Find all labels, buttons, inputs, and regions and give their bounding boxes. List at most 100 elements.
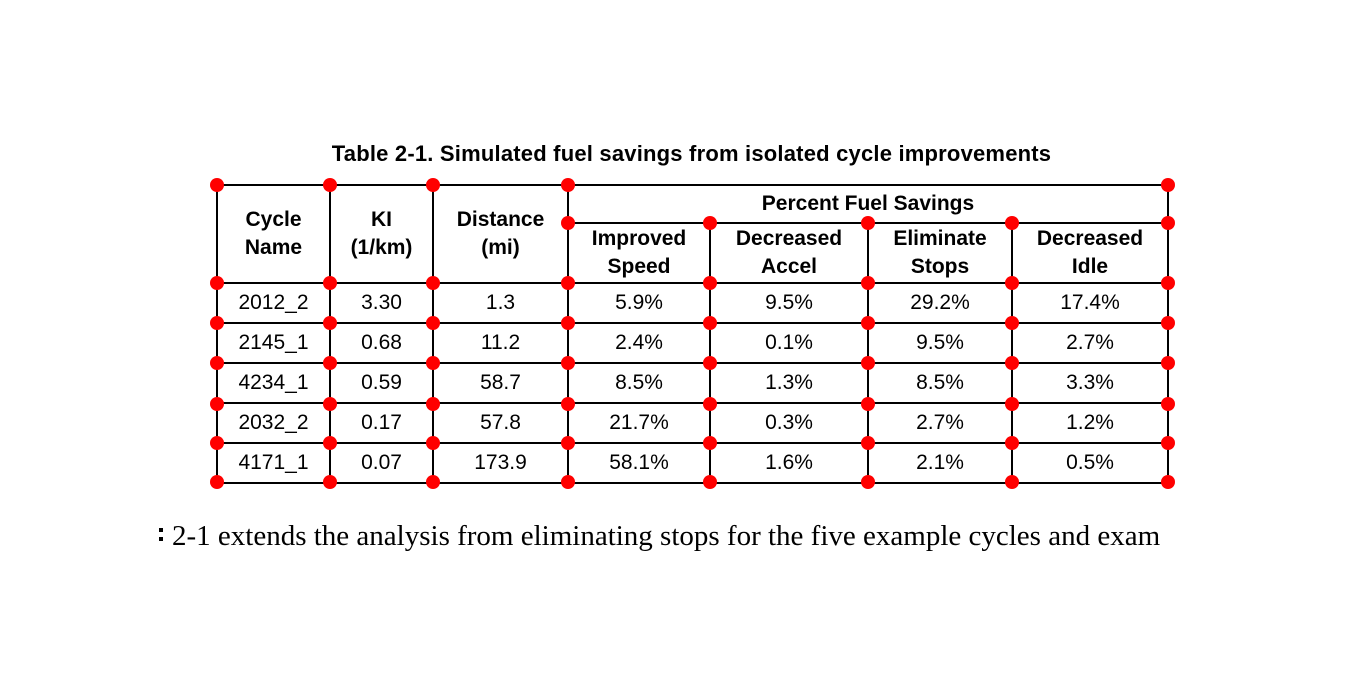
grid-marker-dot: [426, 475, 440, 489]
cell-cycle-name: 2032_2: [216, 402, 331, 444]
table-row: 2012_2 3.30 1.3 5.9% 9.5% 29.2% 17.4%: [216, 282, 1169, 324]
table-caption: Table 2-1. Simulated fuel savings from i…: [331, 141, 1052, 166]
grid-marker-dot: [323, 397, 337, 411]
grid-marker-dot: [561, 397, 575, 411]
table-row: 2145_1 0.68 11.2 2.4% 0.1% 9.5% 2.7%: [216, 322, 1169, 364]
grid-marker-dot: [861, 436, 875, 450]
column-header-cycle-name: Cycle Name: [216, 184, 331, 284]
grid-marker-dot: [1005, 475, 1019, 489]
grid-marker-dot: [561, 436, 575, 450]
grid-marker-dot: [426, 276, 440, 290]
body-text-fragment: 2-1 extends the analysis from eliminatin…: [172, 520, 1161, 552]
cell-distance: 58.7: [432, 362, 569, 404]
cell-decreased-idle: 17.4%: [1011, 282, 1169, 324]
clipped-character-fragment: [159, 528, 163, 532]
cell-ki: 0.59: [329, 362, 434, 404]
grid-marker-dot: [210, 316, 224, 330]
cell-cycle-name: 4234_1: [216, 362, 331, 404]
cell-ki: 0.68: [329, 322, 434, 364]
cell-decreased-idle: 3.3%: [1011, 362, 1169, 404]
grid-marker-dot: [1161, 475, 1175, 489]
grid-marker-dot: [703, 316, 717, 330]
grid-marker-dot: [1005, 316, 1019, 330]
grid-marker-dot: [861, 356, 875, 370]
grid-marker-dot: [861, 397, 875, 411]
grid-marker-dot: [703, 475, 717, 489]
table-row: 2032_2 0.17 57.8 21.7% 0.3% 2.7% 1.2%: [216, 402, 1169, 444]
table-row: 4171_1 0.07 173.9 58.1% 1.6% 2.1% 0.5%: [216, 442, 1169, 484]
grid-marker-dot: [1161, 316, 1175, 330]
grid-marker-dot: [426, 356, 440, 370]
cell-eliminate-stops: 9.5%: [867, 322, 1013, 364]
grid-marker-dot: [210, 276, 224, 290]
cell-ki: 0.17: [329, 402, 434, 444]
grid-marker-dot: [561, 216, 575, 230]
cell-eliminate-stops: 2.7%: [867, 402, 1013, 444]
cell-decreased-accel: 9.5%: [709, 282, 869, 324]
grid-marker-dot: [861, 316, 875, 330]
grid-marker-dot: [861, 276, 875, 290]
cell-decreased-idle: 0.5%: [1011, 442, 1169, 484]
grid-marker-dot: [561, 316, 575, 330]
grid-marker-dot: [1161, 436, 1175, 450]
cell-eliminate-stops: 29.2%: [867, 282, 1013, 324]
cell-eliminate-stops: 2.1%: [867, 442, 1013, 484]
column-header-eliminate-stops: Eliminate Stops: [867, 222, 1013, 284]
cell-decreased-idle: 1.2%: [1011, 402, 1169, 444]
grid-marker-dot: [323, 316, 337, 330]
grid-marker-dot: [210, 475, 224, 489]
grid-marker-dot: [1161, 178, 1175, 192]
grid-marker-dot: [861, 216, 875, 230]
column-header-improved-speed: Improved Speed: [567, 222, 711, 284]
cell-cycle-name: 2145_1: [216, 322, 331, 364]
grid-marker-dot: [323, 436, 337, 450]
cell-distance: 1.3: [432, 282, 569, 324]
grid-marker-dot: [703, 216, 717, 230]
grid-marker-dot: [210, 356, 224, 370]
grid-marker-dot: [1005, 356, 1019, 370]
grid-marker-dot: [323, 356, 337, 370]
grid-marker-dot: [561, 276, 575, 290]
fuel-savings-table: Cycle Name KI (1/km) Distance (mi) Perce…: [216, 184, 1169, 484]
grid-marker-dot: [1005, 276, 1019, 290]
grid-marker-dot: [1005, 397, 1019, 411]
column-header-ki: KI (1/km): [329, 184, 434, 284]
table-row: 4234_1 0.59 58.7 8.5% 1.3% 8.5% 3.3%: [216, 362, 1169, 404]
cell-cycle-name: 4171_1: [216, 442, 331, 484]
cell-decreased-accel: 1.6%: [709, 442, 869, 484]
cell-ki: 0.07: [329, 442, 434, 484]
grid-marker-dot: [426, 316, 440, 330]
cell-distance: 11.2: [432, 322, 569, 364]
grid-marker-dot: [703, 356, 717, 370]
cell-improved-speed: 2.4%: [567, 322, 711, 364]
grid-marker-dot: [703, 397, 717, 411]
grid-marker-dot: [703, 276, 717, 290]
column-header-decreased-idle: Decreased Idle: [1011, 222, 1169, 284]
grid-marker-dot: [426, 397, 440, 411]
grid-marker-dot: [1161, 397, 1175, 411]
grid-marker-dot: [703, 436, 717, 450]
cell-distance: 173.9: [432, 442, 569, 484]
cell-improved-speed: 21.7%: [567, 402, 711, 444]
grid-marker-dot: [210, 397, 224, 411]
cell-decreased-accel: 0.3%: [709, 402, 869, 444]
grid-marker-dot: [861, 475, 875, 489]
cell-ki: 3.30: [329, 282, 434, 324]
grid-marker-dot: [210, 178, 224, 192]
cell-distance: 57.8: [432, 402, 569, 444]
cell-eliminate-stops: 8.5%: [867, 362, 1013, 404]
cell-cycle-name: 2012_2: [216, 282, 331, 324]
grid-marker-dot: [210, 436, 224, 450]
grid-marker-dot: [561, 475, 575, 489]
grid-marker-dot: [1161, 216, 1175, 230]
grid-marker-dot: [1161, 356, 1175, 370]
grid-marker-dot: [426, 178, 440, 192]
grid-marker-dot: [323, 276, 337, 290]
cell-improved-speed: 58.1%: [567, 442, 711, 484]
column-header-distance: Distance (mi): [432, 184, 569, 284]
grid-marker-dot: [323, 475, 337, 489]
column-header-decreased-accel: Decreased Accel: [709, 222, 869, 284]
grid-marker-dot: [1161, 276, 1175, 290]
grid-marker-dot: [561, 178, 575, 192]
cell-decreased-idle: 2.7%: [1011, 322, 1169, 364]
